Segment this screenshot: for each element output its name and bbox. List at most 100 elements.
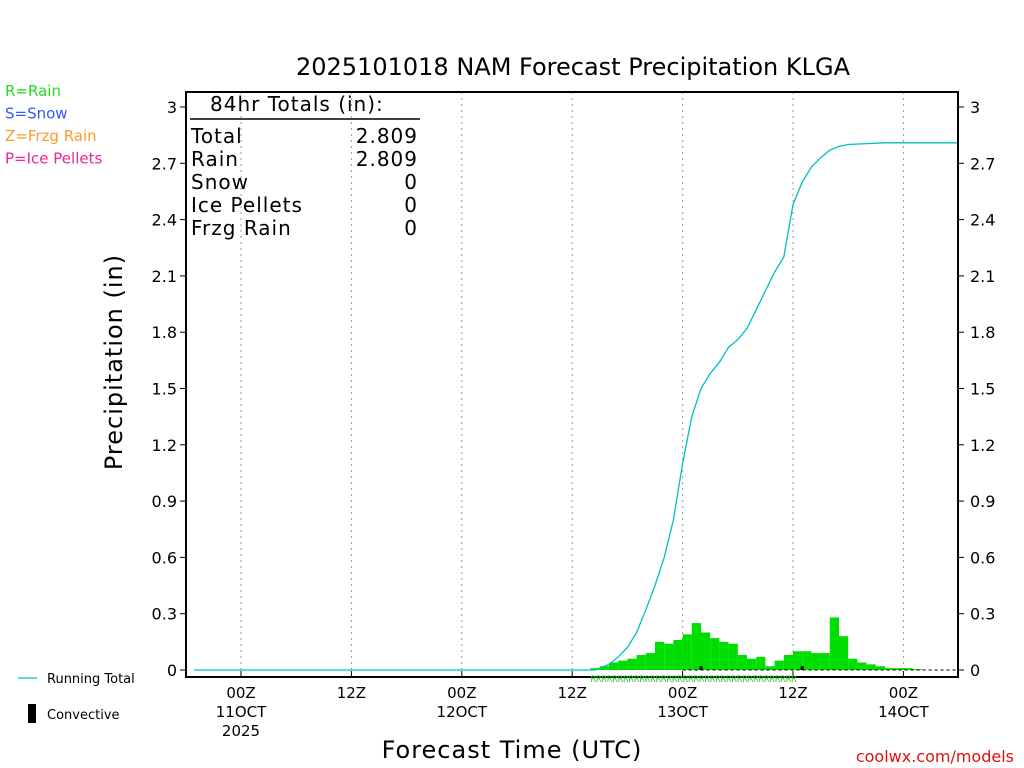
y-tick-label-right: 2.4 — [970, 211, 995, 230]
rain-bar — [719, 641, 729, 670]
totals-value: 2.809 — [356, 147, 418, 171]
chart-title: 2025101018 NAM Forecast Precipitation KL… — [296, 53, 851, 81]
y-tick-label-left: 0.6 — [152, 548, 177, 567]
x-tick-label: 11OCT — [216, 703, 267, 721]
rain-bar — [710, 638, 720, 670]
y-tick-label-right: 3 — [970, 98, 980, 117]
totals-value: 2.809 — [356, 124, 418, 148]
rain-bar — [765, 666, 775, 670]
rain-bar — [636, 654, 646, 670]
rain-bar — [756, 656, 766, 670]
x-tick-label: 13OCT — [657, 703, 708, 721]
y-tick-label-left: 1.2 — [152, 436, 177, 455]
rain-bar — [645, 653, 655, 670]
rain-bar — [839, 636, 849, 670]
y-tick-label-left: 2.4 — [152, 211, 177, 230]
y-axis-right: 0 0.3 0.6 0.9 1.2 1.5 1.8 2.1 2.4 2.7 3 — [958, 98, 995, 680]
rain-bar — [655, 641, 665, 670]
totals-box: 84hr Totals (in): Total 2.809 Rain 2.809 Sno… — [190, 92, 420, 240]
site-credit: coolwx.com/models — [856, 747, 1014, 766]
y-tick-label-right: 1.5 — [970, 380, 995, 399]
y-tick-label-left: 1.8 — [152, 323, 177, 342]
convective-markers — [699, 666, 804, 670]
totals-label: Total — [190, 124, 243, 148]
y-tick-label-left: 1.5 — [152, 380, 177, 399]
rain-bar — [737, 654, 747, 670]
totals-label: Rain — [191, 147, 239, 171]
rain-bar — [802, 651, 812, 670]
y-tick-label-left: 0.3 — [152, 605, 177, 624]
y-tick-label-left: 2.1 — [152, 267, 177, 286]
y-tick-label-left: 0 — [167, 661, 177, 680]
precip-type-row: RRRRRRRRRRRRRRRRRRRRRRRRRRRRRRRRRRRRRR — [591, 675, 797, 685]
type-legend-entry: P=Ice Pellets — [5, 150, 102, 168]
x-tick-label: 12Z — [778, 684, 807, 702]
y-tick-label-right: 0.6 — [970, 548, 995, 567]
y-tick-label-right: 0.3 — [970, 605, 995, 624]
rain-bar — [866, 664, 876, 670]
line-legend: Running Total Convective — [18, 672, 135, 723]
rain-bar — [885, 668, 895, 670]
rain-bar — [701, 632, 711, 670]
y-tick-label-left: 3 — [167, 98, 177, 117]
y-tick-label-right: 2.7 — [970, 154, 995, 173]
rain-bar — [894, 668, 904, 670]
rain-bar — [811, 653, 821, 670]
totals-label: Frzg Rain — [191, 216, 292, 240]
x-tick-label: 2025 — [222, 722, 260, 740]
plot-frame — [185, 91, 959, 678]
rain-bar — [820, 653, 830, 670]
totals-value: 0 — [404, 216, 418, 240]
x-axis-label: Forecast Time (UTC) — [382, 736, 643, 764]
x-tick-label: 00Z — [447, 684, 476, 702]
y-tick-label-right: 0.9 — [970, 492, 995, 511]
x-tick-label: 00Z — [668, 684, 697, 702]
x-tick-label: 12OCT — [437, 703, 488, 721]
y-tick-label-left: 0.9 — [152, 492, 177, 511]
type-legend-entry: Z=Frzg Rain — [5, 127, 97, 145]
rain-bars — [590, 617, 922, 670]
rain-bar — [747, 658, 757, 670]
rain-bar — [673, 639, 683, 670]
convective-swatch — [28, 704, 36, 723]
totals-value: 0 — [404, 170, 418, 194]
y-tick-label-right: 0 — [970, 661, 980, 680]
rain-bar — [627, 658, 637, 670]
y-tick-label-right: 1.2 — [970, 436, 995, 455]
y-axis-label: Precipitation (in) — [100, 254, 128, 470]
line-legend-label: Convective — [47, 708, 120, 723]
rain-bar — [793, 651, 803, 670]
totals-label: Snow — [191, 170, 249, 194]
totals-header: 84hr Totals (in): — [210, 92, 384, 116]
y-tick-label-right: 1.8 — [970, 323, 995, 342]
rain-bar — [590, 668, 600, 670]
rain-bar — [903, 668, 913, 670]
rain-bar — [857, 662, 867, 670]
x-tick-label: 00Z — [889, 684, 918, 702]
rain-bar — [774, 660, 784, 670]
type-legend-entry: S=Snow — [5, 105, 68, 123]
rain-bar — [599, 666, 609, 670]
totals-label: Ice Pellets — [191, 193, 303, 217]
convective-mark — [699, 666, 703, 670]
running-total-line — [194, 142, 958, 671]
y-tick-label-left: 2.7 — [152, 154, 177, 173]
y-axis-left: 0 0.3 0.6 0.9 1.2 1.5 1.8 2.1 2.4 2.7 3 — [152, 98, 186, 680]
precip-type-legend: R=Rain S=Snow Z=Frzg Rain P=Ice Pellets — [5, 82, 102, 168]
rain-bar — [691, 623, 701, 670]
rain-bar — [682, 634, 692, 670]
line-legend-label: Running Total — [47, 672, 135, 687]
vertical-grid — [240, 92, 904, 677]
rain-bar — [609, 662, 619, 670]
rain-bar — [848, 658, 858, 670]
convective-mark — [800, 666, 804, 670]
rain-bar — [875, 666, 885, 670]
rain-bar — [829, 617, 839, 670]
totals-value: 0 — [404, 193, 418, 217]
x-tick-label: 14OCT — [878, 703, 929, 721]
rain-bar — [664, 643, 674, 670]
y-tick-label-right: 2.1 — [970, 267, 995, 286]
type-legend-entry: R=Rain — [5, 82, 61, 100]
